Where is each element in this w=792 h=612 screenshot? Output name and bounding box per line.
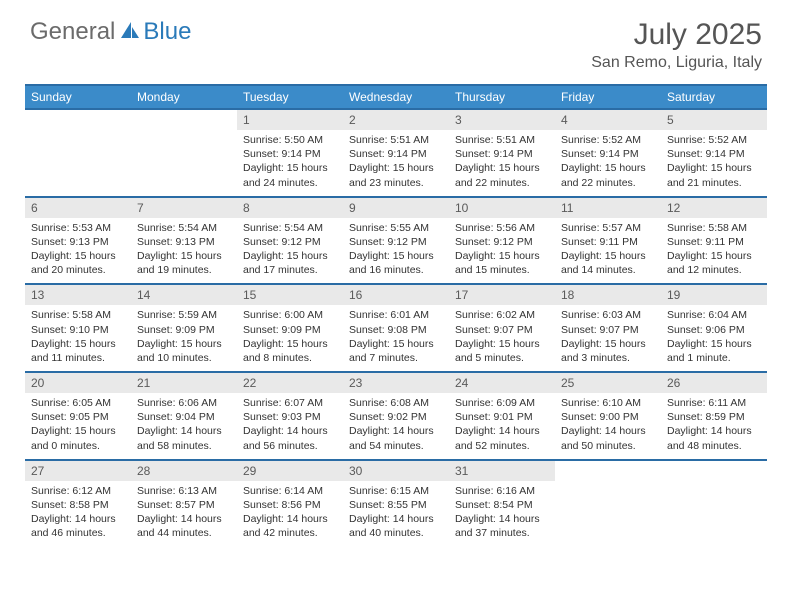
day-content: Sunrise: 6:11 AMSunset: 8:59 PMDaylight:…: [661, 393, 767, 460]
day-content-empty: [131, 130, 237, 197]
day-number: 13: [25, 284, 131, 305]
day-number-row: 20212223242526: [25, 372, 767, 393]
day-content: Sunrise: 5:52 AMSunset: 9:14 PMDaylight:…: [555, 130, 661, 197]
logo-text-blue: Blue: [143, 18, 191, 46]
day-number: 29: [237, 460, 343, 481]
day-content-empty: [555, 481, 661, 547]
day-content: Sunrise: 6:03 AMSunset: 9:07 PMDaylight:…: [555, 305, 661, 372]
day-number: 4: [555, 109, 661, 130]
day-number: 18: [555, 284, 661, 305]
day-number: 28: [131, 460, 237, 481]
title-block: July 2025 San Remo, Liguria, Italy: [591, 18, 762, 72]
day-content: Sunrise: 6:13 AMSunset: 8:57 PMDaylight:…: [131, 481, 237, 547]
weekday-header: Tuesday: [237, 85, 343, 109]
day-number: 21: [131, 372, 237, 393]
logo-text-general: General: [30, 18, 115, 46]
day-number: 15: [237, 284, 343, 305]
day-content-row: Sunrise: 5:58 AMSunset: 9:10 PMDaylight:…: [25, 305, 767, 372]
day-content: Sunrise: 5:54 AMSunset: 9:12 PMDaylight:…: [237, 218, 343, 285]
weekday-header-row: SundayMondayTuesdayWednesdayThursdayFrid…: [25, 85, 767, 109]
day-number: 11: [555, 197, 661, 218]
calendar-table: SundayMondayTuesdayWednesdayThursdayFrid…: [25, 84, 767, 546]
day-content: Sunrise: 5:50 AMSunset: 9:14 PMDaylight:…: [237, 130, 343, 197]
day-number: 14: [131, 284, 237, 305]
weekday-header: Friday: [555, 85, 661, 109]
day-content: Sunrise: 5:55 AMSunset: 9:12 PMDaylight:…: [343, 218, 449, 285]
day-number: 8: [237, 197, 343, 218]
day-number: 31: [449, 460, 555, 481]
day-number: 2: [343, 109, 449, 130]
day-number: 27: [25, 460, 131, 481]
day-content-row: Sunrise: 5:50 AMSunset: 9:14 PMDaylight:…: [25, 130, 767, 197]
day-content-empty: [25, 130, 131, 197]
day-content: Sunrise: 6:16 AMSunset: 8:54 PMDaylight:…: [449, 481, 555, 547]
day-content: Sunrise: 6:09 AMSunset: 9:01 PMDaylight:…: [449, 393, 555, 460]
day-content: Sunrise: 6:08 AMSunset: 9:02 PMDaylight:…: [343, 393, 449, 460]
day-number-row: 2728293031: [25, 460, 767, 481]
day-content: Sunrise: 5:54 AMSunset: 9:13 PMDaylight:…: [131, 218, 237, 285]
day-number: 30: [343, 460, 449, 481]
day-number: 10: [449, 197, 555, 218]
day-content: Sunrise: 6:02 AMSunset: 9:07 PMDaylight:…: [449, 305, 555, 372]
day-number: 9: [343, 197, 449, 218]
day-content: Sunrise: 6:06 AMSunset: 9:04 PMDaylight:…: [131, 393, 237, 460]
weekday-header: Sunday: [25, 85, 131, 109]
day-number-empty: [661, 460, 767, 481]
day-content: Sunrise: 6:15 AMSunset: 8:55 PMDaylight:…: [343, 481, 449, 547]
day-content: Sunrise: 6:04 AMSunset: 9:06 PMDaylight:…: [661, 305, 767, 372]
day-content: Sunrise: 6:01 AMSunset: 9:08 PMDaylight:…: [343, 305, 449, 372]
calendar-body: 12345Sunrise: 5:50 AMSunset: 9:14 PMDayl…: [25, 109, 767, 546]
day-number: 12: [661, 197, 767, 218]
day-content: Sunrise: 5:51 AMSunset: 9:14 PMDaylight:…: [343, 130, 449, 197]
day-content: Sunrise: 5:58 AMSunset: 9:11 PMDaylight:…: [661, 218, 767, 285]
day-content: Sunrise: 5:58 AMSunset: 9:10 PMDaylight:…: [25, 305, 131, 372]
weekday-header: Monday: [131, 85, 237, 109]
day-content: Sunrise: 5:57 AMSunset: 9:11 PMDaylight:…: [555, 218, 661, 285]
day-number-row: 6789101112: [25, 197, 767, 218]
day-content: Sunrise: 5:56 AMSunset: 9:12 PMDaylight:…: [449, 218, 555, 285]
logo-sail-icon: [119, 20, 141, 45]
day-content: Sunrise: 5:52 AMSunset: 9:14 PMDaylight:…: [661, 130, 767, 197]
day-content: Sunrise: 6:05 AMSunset: 9:05 PMDaylight:…: [25, 393, 131, 460]
weekday-header: Thursday: [449, 85, 555, 109]
day-number: 25: [555, 372, 661, 393]
day-number-empty: [25, 109, 131, 130]
day-number: 7: [131, 197, 237, 218]
weekday-header: Saturday: [661, 85, 767, 109]
day-content-empty: [661, 481, 767, 547]
day-number-row: 13141516171819: [25, 284, 767, 305]
month-title: July 2025: [591, 18, 762, 52]
day-number: 17: [449, 284, 555, 305]
day-number: 3: [449, 109, 555, 130]
day-content: Sunrise: 5:53 AMSunset: 9:13 PMDaylight:…: [25, 218, 131, 285]
day-content: Sunrise: 6:00 AMSunset: 9:09 PMDaylight:…: [237, 305, 343, 372]
day-number-empty: [555, 460, 661, 481]
day-number: 1: [237, 109, 343, 130]
day-number: 5: [661, 109, 767, 130]
day-number: 6: [25, 197, 131, 218]
day-content: Sunrise: 6:14 AMSunset: 8:56 PMDaylight:…: [237, 481, 343, 547]
page-header: General Blue July 2025 San Remo, Liguria…: [0, 0, 792, 78]
day-number: 20: [25, 372, 131, 393]
day-number-empty: [131, 109, 237, 130]
day-content: Sunrise: 6:12 AMSunset: 8:58 PMDaylight:…: [25, 481, 131, 547]
day-content: Sunrise: 5:51 AMSunset: 9:14 PMDaylight:…: [449, 130, 555, 197]
day-content: Sunrise: 5:59 AMSunset: 9:09 PMDaylight:…: [131, 305, 237, 372]
day-content: Sunrise: 6:07 AMSunset: 9:03 PMDaylight:…: [237, 393, 343, 460]
day-number: 26: [661, 372, 767, 393]
day-number: 24: [449, 372, 555, 393]
day-content: Sunrise: 6:10 AMSunset: 9:00 PMDaylight:…: [555, 393, 661, 460]
day-number: 23: [343, 372, 449, 393]
weekday-header: Wednesday: [343, 85, 449, 109]
day-number: 19: [661, 284, 767, 305]
day-number-row: 12345: [25, 109, 767, 130]
location: San Remo, Liguria, Italy: [591, 54, 762, 72]
day-content-row: Sunrise: 6:05 AMSunset: 9:05 PMDaylight:…: [25, 393, 767, 460]
logo: General Blue: [30, 18, 191, 46]
day-number: 16: [343, 284, 449, 305]
day-number: 22: [237, 372, 343, 393]
day-content-row: Sunrise: 5:53 AMSunset: 9:13 PMDaylight:…: [25, 218, 767, 285]
day-content-row: Sunrise: 6:12 AMSunset: 8:58 PMDaylight:…: [25, 481, 767, 547]
